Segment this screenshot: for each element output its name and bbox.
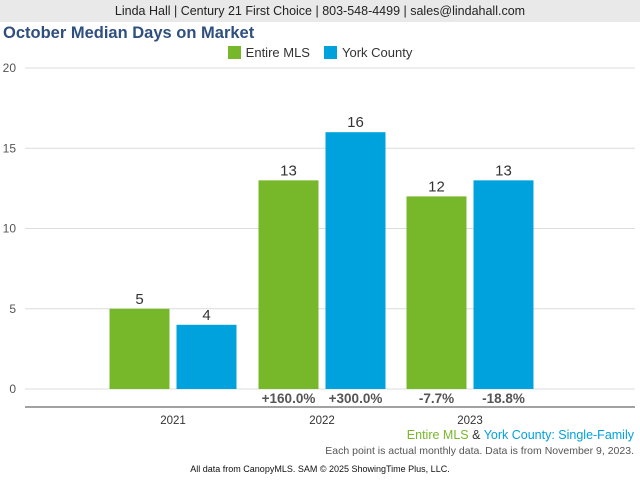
y-tick-label: 10 xyxy=(3,222,17,236)
bar-value-label: 5 xyxy=(135,291,143,308)
bar xyxy=(109,308,170,389)
subtitle-entire-mls: Entire MLS xyxy=(406,428,469,442)
y-tick-label: 20 xyxy=(3,61,17,75)
bar-value-label: 13 xyxy=(495,162,512,179)
legend-swatch-york-county xyxy=(323,46,337,59)
change-percent-label: -7.7% xyxy=(419,391,454,406)
y-tick-label: 15 xyxy=(3,141,17,155)
y-tick-label: 0 xyxy=(9,382,16,396)
x-tick-label: 2021 xyxy=(160,415,186,427)
bar xyxy=(258,180,319,389)
bar xyxy=(325,132,386,389)
chart-subtitle: Entire MLS & York County: Single-Family xyxy=(407,428,634,442)
legend-item-entire-mls: Entire MLS xyxy=(227,45,310,60)
change-percent-label: -18.8% xyxy=(482,391,525,406)
legend-swatch-entire-mls xyxy=(227,46,241,59)
subtitle-ampersand: & xyxy=(468,428,484,442)
bar-value-label: 4 xyxy=(202,307,210,324)
agent-contact-banner: Linda Hall | Century 21 First Choice | 8… xyxy=(0,0,640,22)
change-percent-label: +300.0% xyxy=(329,391,383,406)
x-tick-label: 2022 xyxy=(309,415,335,427)
bar xyxy=(473,180,534,389)
bar xyxy=(406,196,467,389)
bar-value-label: 16 xyxy=(347,114,364,131)
bar-chart-plot: 0 5 10 15 20 5 4 2021 13 +160.0% 16 +300.0% 2022 12 -7… xyxy=(3,61,635,427)
chart-legend: Entire MLS York County xyxy=(0,45,640,60)
bar-value-label: 13 xyxy=(280,162,297,179)
data-note: Each point is actual monthly data. Data … xyxy=(325,445,634,457)
bar-value-label: 12 xyxy=(428,178,445,195)
chart-title: October Median Days on Market xyxy=(3,24,255,42)
copyright-footer: All data from CanopyMLS. SAM © 2025 Show… xyxy=(190,464,450,474)
legend-label-york-county: York County xyxy=(341,45,413,60)
subtitle-property-type: : Single-Family xyxy=(551,428,634,442)
legend-item-york-county: York County xyxy=(323,45,413,60)
bar xyxy=(176,324,237,389)
x-tick-label: 2023 xyxy=(457,415,483,427)
legend-label-entire-mls: Entire MLS xyxy=(245,45,310,60)
change-percent-label: +160.0% xyxy=(262,391,316,406)
subtitle-york-county: York County xyxy=(483,428,552,442)
y-tick-label: 5 xyxy=(9,302,16,316)
